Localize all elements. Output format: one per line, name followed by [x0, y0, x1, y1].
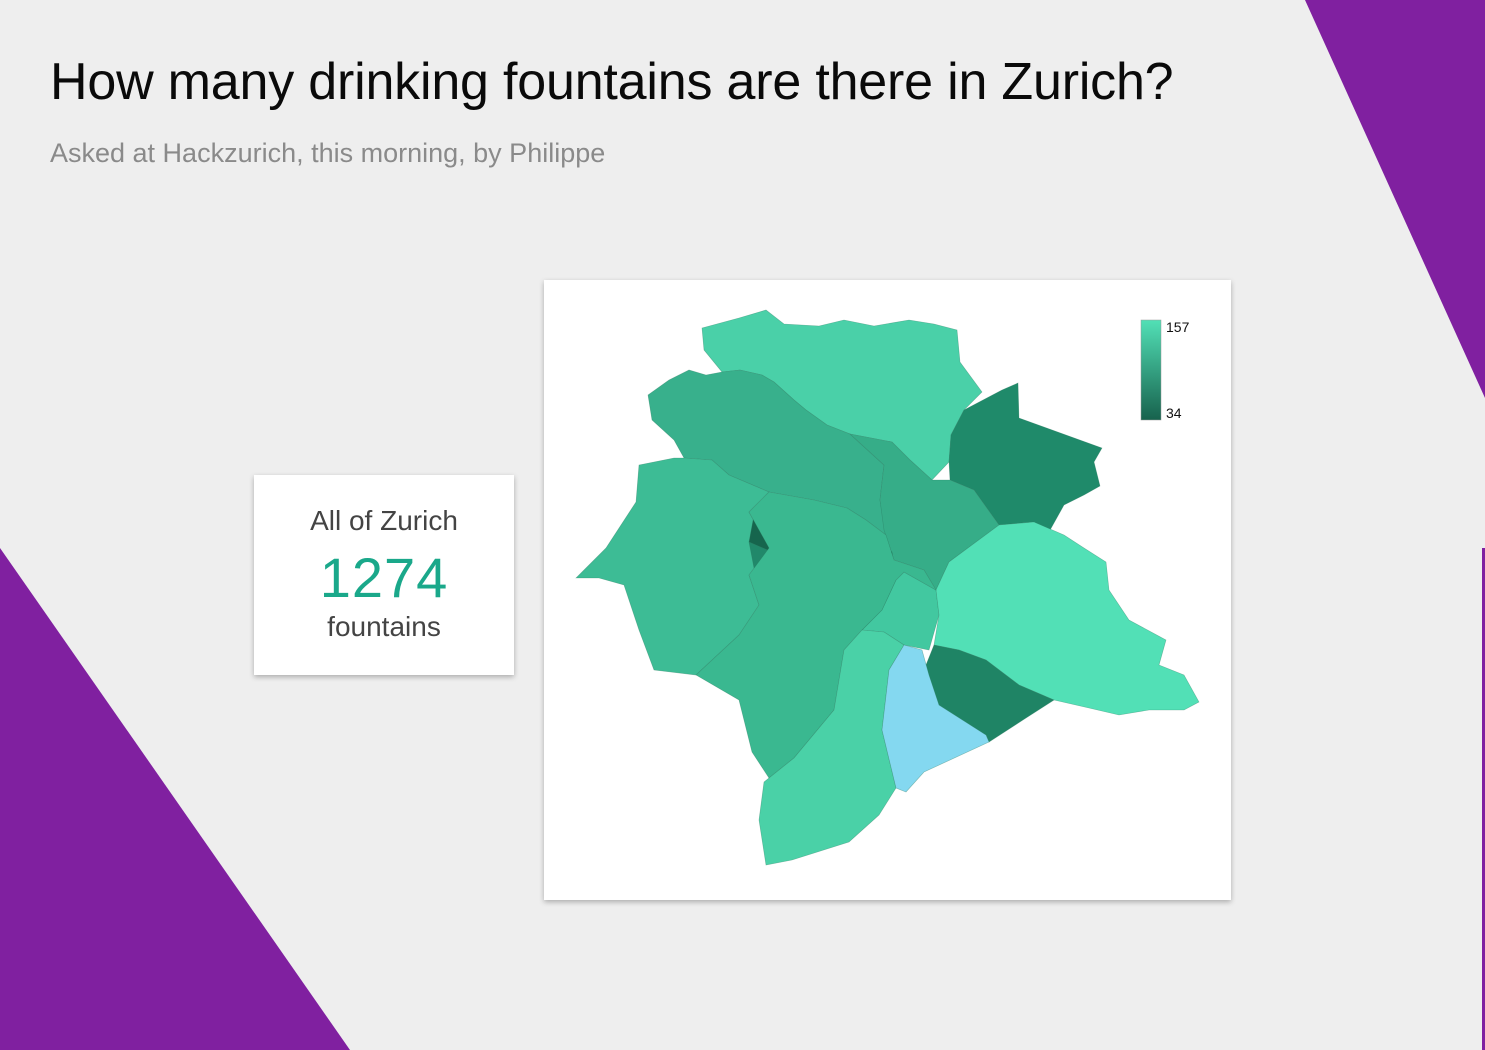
district-lake-west-shore[interactable] [881, 644, 990, 793]
summary-label: All of Zurich [310, 505, 458, 536]
legend-gradient-bar [1140, 319, 1162, 421]
top-right-purple-band [1305, 0, 1485, 398]
district-east[interactable] [933, 521, 1200, 716]
bottom-left-purple-band [0, 548, 350, 1050]
page-title: How many drinking fountains are there in… [50, 53, 1174, 111]
map-card: 157 34 [544, 280, 1231, 900]
summary-card: All of Zurich 1274 fountains [254, 475, 514, 675]
summary-unit: fountains [327, 611, 441, 642]
legend-min-label: 34 [1166, 405, 1182, 421]
district-northeast[interactable] [948, 382, 1103, 533]
zurich-district-map: 157 34 [575, 309, 1200, 866]
right-edge-purple-strip [1482, 548, 1485, 1050]
page-subtitle: Asked at Hackzurich, this morning, by Ph… [50, 138, 606, 168]
district-south[interactable] [758, 629, 905, 866]
legend-max-label: 157 [1166, 319, 1190, 335]
color-scale-legend: 157 34 [1140, 319, 1190, 421]
summary-count: 1274 [319, 546, 449, 609]
